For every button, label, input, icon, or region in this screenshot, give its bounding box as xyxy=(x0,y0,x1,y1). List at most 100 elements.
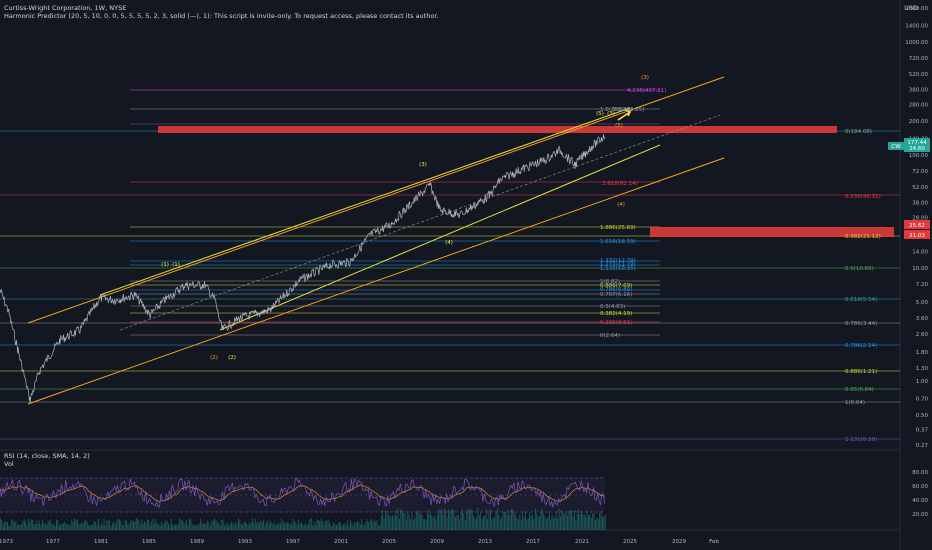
wave-label: (2) xyxy=(228,355,236,361)
time-axis-tick: 1993 xyxy=(238,539,252,545)
rsi-axis-tick: 20.00 xyxy=(912,512,928,518)
currency-label: USD xyxy=(904,4,918,12)
time-axis-tick: 2001 xyxy=(334,539,348,545)
time-axis-tick: 2005 xyxy=(382,539,396,545)
fib-label: 0.618(5.54) xyxy=(845,297,877,303)
rsi-legend[interactable]: RSI (14, close, SMA, 14, 2) xyxy=(4,452,90,460)
fib-label: 0.382(21.12) xyxy=(845,234,881,240)
fib-label: 0.707(6.16) xyxy=(600,292,632,298)
time-axis-tick: 2025 xyxy=(623,539,637,545)
time-axis-tick: 2009 xyxy=(430,539,444,545)
price-axis-tick: 2.60 xyxy=(916,332,929,338)
fib-labels: 4.236(437.31) 1.0(283.84)3.0(263.25) 0(184… xyxy=(600,88,881,443)
price-axis-tick: 0.37 xyxy=(916,428,929,434)
price-axis-tick: 1.00 xyxy=(916,379,929,385)
price-axis-tick: 3.60 xyxy=(916,316,929,322)
price-axis-tick: 7.20 xyxy=(916,282,929,288)
vol-legend[interactable]: Vol xyxy=(4,460,14,468)
wave-label: (3) xyxy=(419,162,427,168)
fib-label: 1.886(25.69) xyxy=(600,225,636,231)
fib-levels xyxy=(0,89,900,440)
rsi-axis-tick: 80.00 xyxy=(912,470,928,476)
time-axis-tick: 2017 xyxy=(526,539,540,545)
price-axis-tick: 720.00 xyxy=(909,56,929,62)
fib-label: 1.272(11.79) xyxy=(600,262,636,268)
zone-top-tag xyxy=(904,220,930,229)
price-axis-tick: 0.50 xyxy=(916,413,929,419)
price-axis-tick: 280.00 xyxy=(909,102,929,108)
time-axis[interactable]: 1973 1977 1981 1985 1989 1993 1997 2001 2005 2009… xyxy=(0,539,719,545)
fib-label: 0(184.08) xyxy=(845,129,872,135)
last-price-text: 177.44 xyxy=(907,140,927,146)
price-axis-tick: 520.00 xyxy=(909,72,929,78)
wave-label: (3) xyxy=(641,75,649,81)
price-axis-tick: 72.00 xyxy=(912,169,928,175)
wave-label: (2) xyxy=(210,355,218,361)
time-axis-tick: 1997 xyxy=(286,539,300,545)
wave-label: (4) xyxy=(617,202,625,208)
price-axis-tick: 1400.00 xyxy=(905,23,928,29)
price-axis-tick: 28.00 xyxy=(912,215,928,221)
time-axis-tick: 1981 xyxy=(94,539,108,545)
price-axis-tick: 0.70 xyxy=(916,396,929,402)
fib-label: 0.786(2.14) xyxy=(845,343,877,349)
fib-label: 0.886(1.21) xyxy=(845,369,877,375)
wave-label: (5) xyxy=(615,123,623,129)
fib-label: 0.95(0.84) xyxy=(845,387,874,393)
zone-top-text: 25.62 xyxy=(909,223,925,229)
fib-label: 1(8.82) xyxy=(600,279,620,285)
last-price-tag xyxy=(904,138,930,152)
fib-label: 1.131(10.35) xyxy=(600,266,636,272)
fib-label: 0.236(3.51) xyxy=(600,320,632,326)
time-axis-tick: 1977 xyxy=(46,539,60,545)
fib-label: 1.0(283.84) xyxy=(600,107,632,113)
indicator-legend[interactable]: Harmonic Predictor (20, 5, 10, 0, 0, 5, … xyxy=(4,12,439,20)
price-axis[interactable]: 2000.00 1400.00 1000.00 720.00 520.00 380.00 2… xyxy=(905,6,928,449)
wave-label: (3) xyxy=(607,111,615,117)
price-axis-tick: 52.00 xyxy=(912,185,928,191)
fib-label: 0.5(10.82) xyxy=(845,266,874,272)
price-axis-tick: 1000.00 xyxy=(905,40,928,46)
time-axis-tick: Feb xyxy=(709,539,719,545)
rsi-line xyxy=(0,477,606,508)
time-axis-tick: 2029 xyxy=(672,539,686,545)
fib-label: 0.382(4.19) xyxy=(600,311,632,317)
price-axis-tick: 10.00 xyxy=(912,266,928,272)
price-axis-tick: 1.80 xyxy=(916,350,929,356)
time-axis-tick: 1973 xyxy=(0,539,13,545)
symbol-tag-text: CW xyxy=(891,144,901,150)
trend-channels[interactable] xyxy=(27,76,725,405)
price-series xyxy=(0,134,606,404)
time-axis-tick: 2013 xyxy=(478,539,492,545)
fib-label: 3.0(263.25) xyxy=(612,107,644,113)
wave-label: (4) xyxy=(445,240,453,246)
zone-bottom-text: 21.03 xyxy=(909,233,925,239)
price-axis-tick: 2000.00 xyxy=(905,6,928,12)
rsi-axis-tick: 60.00 xyxy=(912,484,928,490)
fib-label: 0.886(7.69) xyxy=(600,283,632,289)
price-axis-tick: 380.00 xyxy=(909,87,929,93)
fib-label: 1(0.64) xyxy=(845,400,865,406)
wave-labels: (1) (1) (2) (2) (3) (3) (3) (4) (4) (5) (5) xyxy=(161,75,649,361)
fib-label: 1.618(18.59) xyxy=(600,239,636,245)
price-axis-tick: 1.30 xyxy=(916,366,929,372)
fib-label: 0.236(48.31) xyxy=(845,194,881,200)
volume-bars xyxy=(0,508,606,530)
symbol-tag xyxy=(888,142,904,150)
fib-label: 0(2.64) xyxy=(600,333,620,339)
fib-label: 1.332(12.79) xyxy=(600,258,636,264)
resistance-zone[interactable] xyxy=(158,126,837,133)
time-axis-tick: 1985 xyxy=(142,539,156,545)
rsi-axis[interactable]: 80.00 60.00 40.00 20.00 xyxy=(912,470,928,518)
fib-label: 1.131(0.30) xyxy=(845,437,877,443)
price-axis-tick: 38.00 xyxy=(912,200,928,206)
price-axis-tick: 5.00 xyxy=(916,300,929,306)
arrow-up-icon xyxy=(617,109,632,121)
fib-label: 4.236(437.31) xyxy=(627,88,666,94)
target-zone[interactable] xyxy=(650,227,894,237)
price-axis-tick: 0.27 xyxy=(916,443,929,449)
symbol-legend[interactable]: Curtiss-Wright Corporation, 1W, NYSE xyxy=(4,4,127,12)
time-axis-tick: 1989 xyxy=(190,539,204,545)
price-change-text: 24.60 xyxy=(909,146,925,152)
